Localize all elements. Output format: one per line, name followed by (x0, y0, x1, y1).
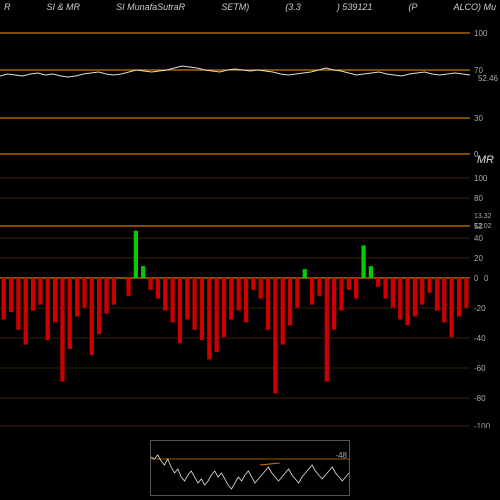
svg-text:30: 30 (474, 114, 483, 123)
svg-text:20: 20 (474, 254, 483, 263)
mr-panel: MR 100805240200-20-40-60-80-100013.3212.… (0, 158, 500, 428)
hdr-8: ALCO) Mu (453, 2, 496, 12)
rsi-chart: 10070300 (0, 18, 500, 158)
svg-text:-40: -40 (474, 334, 486, 343)
rsi-panel: 10070300 52.46 (0, 18, 500, 158)
hdr-3: SI MunafaSutraR (116, 2, 185, 12)
svg-text:13.32: 13.32 (474, 213, 492, 220)
svg-text:-100: -100 (474, 422, 491, 428)
svg-text:-60: -60 (474, 364, 486, 373)
svg-text:100: 100 (474, 29, 488, 38)
mini-panel: -48 (150, 440, 350, 496)
svg-text:80: 80 (474, 194, 483, 203)
hdr-7: (P (408, 2, 417, 12)
svg-text:0: 0 (474, 274, 479, 283)
svg-text:40: 40 (474, 234, 483, 243)
svg-text:100: 100 (474, 174, 488, 183)
mr-title: MR (477, 154, 494, 166)
mini-value-label: -48 (335, 451, 347, 460)
mini-chart (151, 441, 349, 495)
svg-text:12.02: 12.02 (474, 223, 492, 230)
rsi-value-label: 52.46 (478, 74, 498, 83)
hdr-6: ) 539121 (337, 2, 373, 12)
hdr-2: SI & MR (47, 2, 81, 12)
chart-header: R SI & MR SI MunafaSutraR SETM) (3.3 ) 5… (0, 0, 500, 14)
hdr-4: SETM) (221, 2, 249, 12)
mr-chart: 100805240200-20-40-60-80-100013.3212.02 (0, 158, 500, 428)
hdr-5: (3.3 (285, 2, 301, 12)
svg-text:-80: -80 (474, 394, 486, 403)
svg-text:0: 0 (484, 274, 489, 283)
svg-text:-20: -20 (474, 304, 486, 313)
hdr-1: R (4, 2, 11, 12)
